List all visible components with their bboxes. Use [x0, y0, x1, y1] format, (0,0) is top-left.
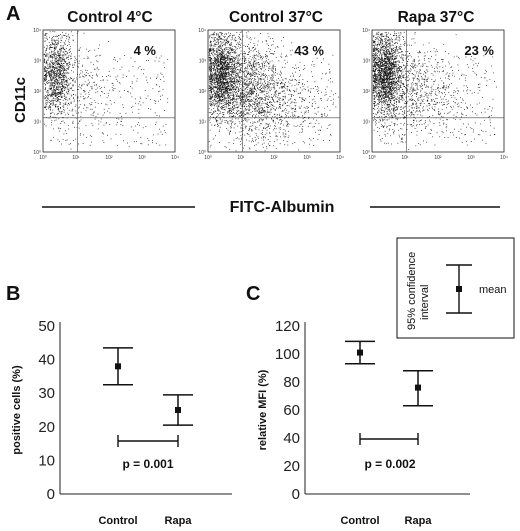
flow-y-tick-label: 10³: [199, 59, 207, 65]
flow-events: [208, 31, 340, 152]
legend-interval-label-line1: 95% confidence: [406, 252, 418, 330]
flow-y-tick-label: 10⁰: [33, 150, 41, 156]
flow-x-tick-label: 10⁰: [368, 155, 376, 161]
category-label-control: Control: [340, 515, 379, 527]
y-tick-label: 50: [38, 318, 55, 335]
flow-title-control-37c: Control 37°C: [229, 9, 323, 26]
y-tick-label: 20: [283, 458, 300, 475]
flow-x-tick-label: 10¹: [237, 155, 245, 161]
errorbar-control: [345, 340, 375, 365]
category-label-rapa: Rapa: [405, 515, 433, 527]
flow-x-tick-label: 10⁴: [500, 155, 508, 161]
y-tick-label: 30: [38, 385, 55, 402]
significance-bracket: [117, 435, 179, 447]
y-tick-label: 120: [275, 318, 300, 335]
panel-letter-a: A: [6, 3, 20, 25]
flow-title-rapa-37c: Rapa 37°C: [398, 9, 475, 26]
flow-y-tick-label: 10¹: [34, 120, 42, 126]
flow-y-tick-label: 10⁰: [198, 150, 206, 156]
flow-y-tick-label: 10⁴: [362, 28, 370, 34]
flow-events: [372, 31, 497, 150]
flow-y-tick-label: 10³: [363, 59, 371, 65]
flow-x-axis-label: FITC-Albumin: [230, 199, 335, 216]
flow-y-axis-label: CD11c: [12, 77, 29, 123]
flow-x-tick-label: 10¹: [72, 155, 80, 161]
errorbar-mean-marker: [357, 349, 363, 356]
flow-x-tick-label: 10⁴: [336, 155, 344, 161]
flow-y-tick-label: 10³: [34, 59, 42, 65]
flow-x-tick-label: 10⁴: [171, 155, 179, 161]
flow-title-control-4c: Control 4°C: [67, 9, 152, 26]
y-axis-label: relative MFI (%): [257, 369, 269, 450]
flow-x-tick-label: 10⁰: [204, 155, 212, 161]
flow-frame: [207, 29, 341, 153]
flow-y-tick-label: 10⁰: [362, 150, 370, 156]
errorbar-mean-marker: [115, 363, 121, 370]
flow-x-tick-label: 10⁰: [39, 155, 47, 161]
panel-letter-c: C: [246, 283, 260, 305]
y-axis-label: positive cells (%): [11, 365, 23, 455]
flow-x-tick-label: 10³: [467, 155, 475, 161]
errorbar-rapa: [163, 394, 193, 426]
errorbar-chart-b: 0 10 20 30 40 50 positive cells (%) Control Rapa…: [11, 318, 232, 527]
y-tick-label: 0: [292, 486, 300, 503]
y-tick-label: 0: [47, 486, 55, 503]
flow-x-tick-label: 10¹: [401, 155, 409, 161]
y-tick-label: 10: [38, 452, 55, 469]
flow-x-tick-label: 10³: [138, 155, 146, 161]
errorbar-mean-marker: [175, 407, 181, 413]
y-tick-label: 80: [283, 374, 300, 391]
legend-box: 95% confidence interval mean: [396, 237, 515, 339]
flow-y-tick-label: 10⁴: [198, 28, 206, 34]
flow-cytometry-group: CD11c Control 4°C 4 % 10⁰10⁰10¹10¹10²10²…: [12, 9, 508, 216]
flow-y-tick-label: 10¹: [363, 120, 371, 126]
flow-y-tick-label: 10²: [199, 89, 207, 95]
p-value-label: p = 0.001: [122, 457, 173, 471]
y-tick-label: 40: [283, 430, 300, 447]
p-value-label: p = 0.002: [364, 457, 415, 471]
significance-bracket: [359, 433, 419, 445]
flow-x-tick-label: 10³: [303, 155, 311, 161]
category-label-rapa: Rapa: [165, 515, 193, 527]
flow-percent-control-4c: 4 %: [134, 43, 157, 58]
y-tick-label: 100: [275, 346, 300, 363]
flow-y-tick-label: 10⁴: [33, 28, 41, 34]
flow-x-tick-label: 10²: [105, 155, 113, 161]
errorbar-control: [103, 347, 133, 386]
flow-x-tick-label: 10²: [434, 155, 442, 161]
errorbar-rapa: [403, 370, 433, 407]
flow-frame: [42, 29, 176, 153]
legend-frame: [396, 237, 515, 339]
legend-mean-marker: [456, 286, 462, 292]
y-tick-label: 40: [38, 352, 55, 369]
flow-frame: [371, 29, 505, 153]
flow-events: [43, 31, 169, 150]
y-tick-label: 20: [38, 419, 55, 436]
flow-y-tick-label: 10¹: [199, 120, 207, 126]
category-label-control: Control: [98, 515, 137, 527]
panel-letter-b: B: [6, 283, 20, 305]
legend-interval-label-line2: interval: [419, 285, 431, 320]
flow-x-tick-label: 10²: [270, 155, 278, 161]
y-tick-label: 60: [283, 402, 300, 419]
flow-percent-rapa-37c: 23 %: [464, 43, 494, 58]
flow-percent-control-37c: 43 %: [294, 43, 324, 58]
legend-mean-label: mean: [479, 284, 507, 296]
errorbar-chart-c: 0 20 40 60 80 100 120 relative MFI (%) Control Ra…: [257, 318, 470, 527]
errorbar-mean-marker: [415, 384, 421, 391]
flow-y-tick-label: 10²: [34, 89, 42, 95]
flow-y-tick-label: 10²: [363, 89, 371, 95]
